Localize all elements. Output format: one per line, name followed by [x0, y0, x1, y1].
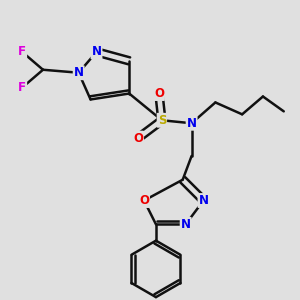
Text: S: S [158, 114, 166, 127]
Text: N: N [181, 218, 191, 231]
Text: O: O [139, 194, 149, 207]
Text: N: N [187, 117, 196, 130]
Text: O: O [154, 87, 164, 100]
Text: F: F [18, 81, 26, 94]
Text: N: N [199, 194, 208, 207]
Text: N: N [74, 66, 84, 79]
Text: O: O [133, 132, 143, 145]
Text: N: N [92, 45, 101, 58]
Text: F: F [18, 45, 26, 58]
